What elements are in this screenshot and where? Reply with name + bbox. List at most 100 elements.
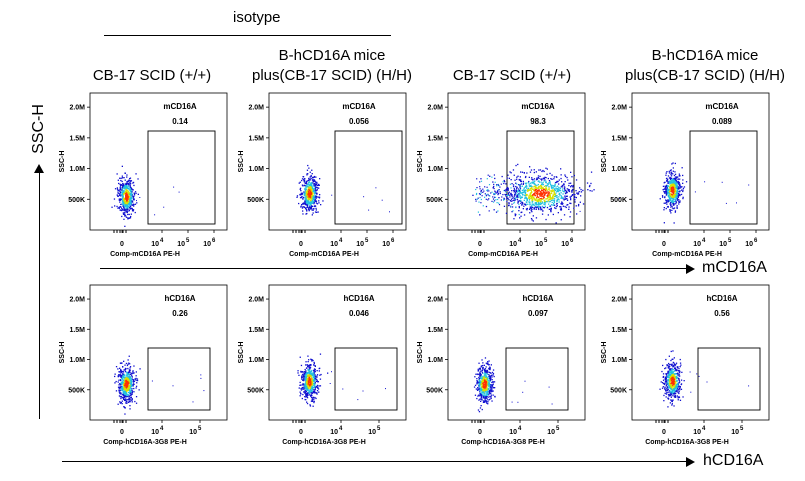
event-dot [571, 176, 573, 178]
event-dot [518, 207, 520, 209]
outlier-dot [517, 401, 519, 403]
event-dot [137, 193, 139, 195]
event-dot [543, 207, 545, 209]
event-dot [129, 389, 131, 391]
y-axis-arrowhead [34, 164, 44, 173]
event-dot [302, 176, 304, 178]
event-dot [570, 197, 572, 199]
y-tick-label: 1.0M [611, 166, 627, 173]
event-dot [486, 378, 488, 380]
event-dot [669, 185, 671, 188]
event-dot [312, 199, 314, 202]
event-dot [310, 373, 312, 375]
event-dot [306, 169, 309, 171]
column-header-1: CB-17 SCID (+/+) [72, 46, 232, 86]
event-dot [543, 203, 545, 206]
event-dot [310, 203, 312, 205]
event-dot [129, 380, 132, 382]
event-dot [310, 400, 313, 402]
event-dot [312, 375, 314, 377]
event-dot [317, 196, 319, 198]
event-dot [665, 192, 667, 194]
event-dot [125, 385, 127, 387]
event-dot [316, 380, 318, 382]
event-dot [312, 191, 314, 193]
event-dot [674, 210, 677, 212]
event-dot [132, 372, 134, 374]
y-tick-label: 1.5M [248, 135, 264, 142]
event-dot [487, 361, 489, 363]
event-dot [539, 169, 542, 171]
event-dot [667, 191, 669, 193]
event-dot [479, 395, 481, 397]
event-dot [314, 188, 316, 190]
event-dot [548, 191, 550, 193]
event-dot [533, 185, 536, 187]
event-dot [300, 388, 302, 390]
event-dot [488, 371, 490, 373]
event-dot [539, 187, 541, 189]
event-dot [497, 198, 499, 201]
event-dot [305, 191, 307, 193]
event-dot [126, 390, 128, 392]
event-dot [667, 406, 669, 408]
x-tick-label-base: 10 [151, 241, 159, 248]
event-dot [673, 381, 675, 383]
event-dot [582, 189, 584, 192]
event-dot [488, 360, 490, 362]
x-tick-label-text: 0 [662, 429, 666, 436]
event-dot [478, 411, 481, 413]
event-dot [305, 213, 307, 215]
event-dot [544, 176, 546, 178]
event-dot [668, 198, 671, 200]
event-dot [671, 388, 673, 390]
outlier-dot [362, 390, 364, 392]
event-dot [132, 201, 134, 203]
x-tick-label-exp: 4 [160, 426, 164, 432]
event-dot [673, 193, 675, 195]
event-dot [560, 206, 562, 208]
event-dot [550, 185, 553, 188]
event-dot [484, 382, 486, 384]
event-dot [529, 182, 532, 184]
x-tick-label: 0 [120, 429, 124, 436]
event-dot [126, 376, 128, 378]
event-dot [668, 377, 670, 379]
event-dot [303, 194, 305, 196]
event-dot [671, 363, 673, 365]
event-dot [122, 390, 124, 392]
event-dot [121, 396, 123, 398]
event-dot [475, 373, 477, 375]
event-dot [314, 375, 317, 378]
event-dot [479, 181, 481, 183]
event-dot [542, 206, 544, 209]
event-dot [306, 385, 308, 387]
event-dot [564, 189, 567, 192]
event-dot [672, 198, 674, 200]
event-dot [680, 193, 683, 196]
event-dot [481, 388, 483, 391]
event-dot [124, 383, 126, 385]
event-dot [114, 205, 116, 207]
event-dot [301, 397, 303, 400]
event-dot [563, 190, 565, 193]
event-dot [126, 395, 129, 398]
event-dot [121, 381, 124, 383]
event-dot [120, 385, 122, 388]
event-dot [665, 367, 667, 369]
event-dot [668, 370, 671, 372]
event-dot [124, 396, 127, 398]
event-dot [478, 388, 481, 390]
event-dot [129, 367, 131, 369]
event-dot [541, 170, 543, 173]
event-dot [480, 191, 482, 193]
event-dot [492, 201, 495, 203]
event-dot [579, 187, 581, 189]
event-dot [127, 200, 130, 202]
event-dot [551, 189, 553, 191]
event-dot [121, 193, 124, 195]
event-dot [677, 374, 679, 376]
event-dot [673, 405, 675, 407]
event-dot [484, 368, 487, 370]
event-dot [485, 375, 488, 377]
